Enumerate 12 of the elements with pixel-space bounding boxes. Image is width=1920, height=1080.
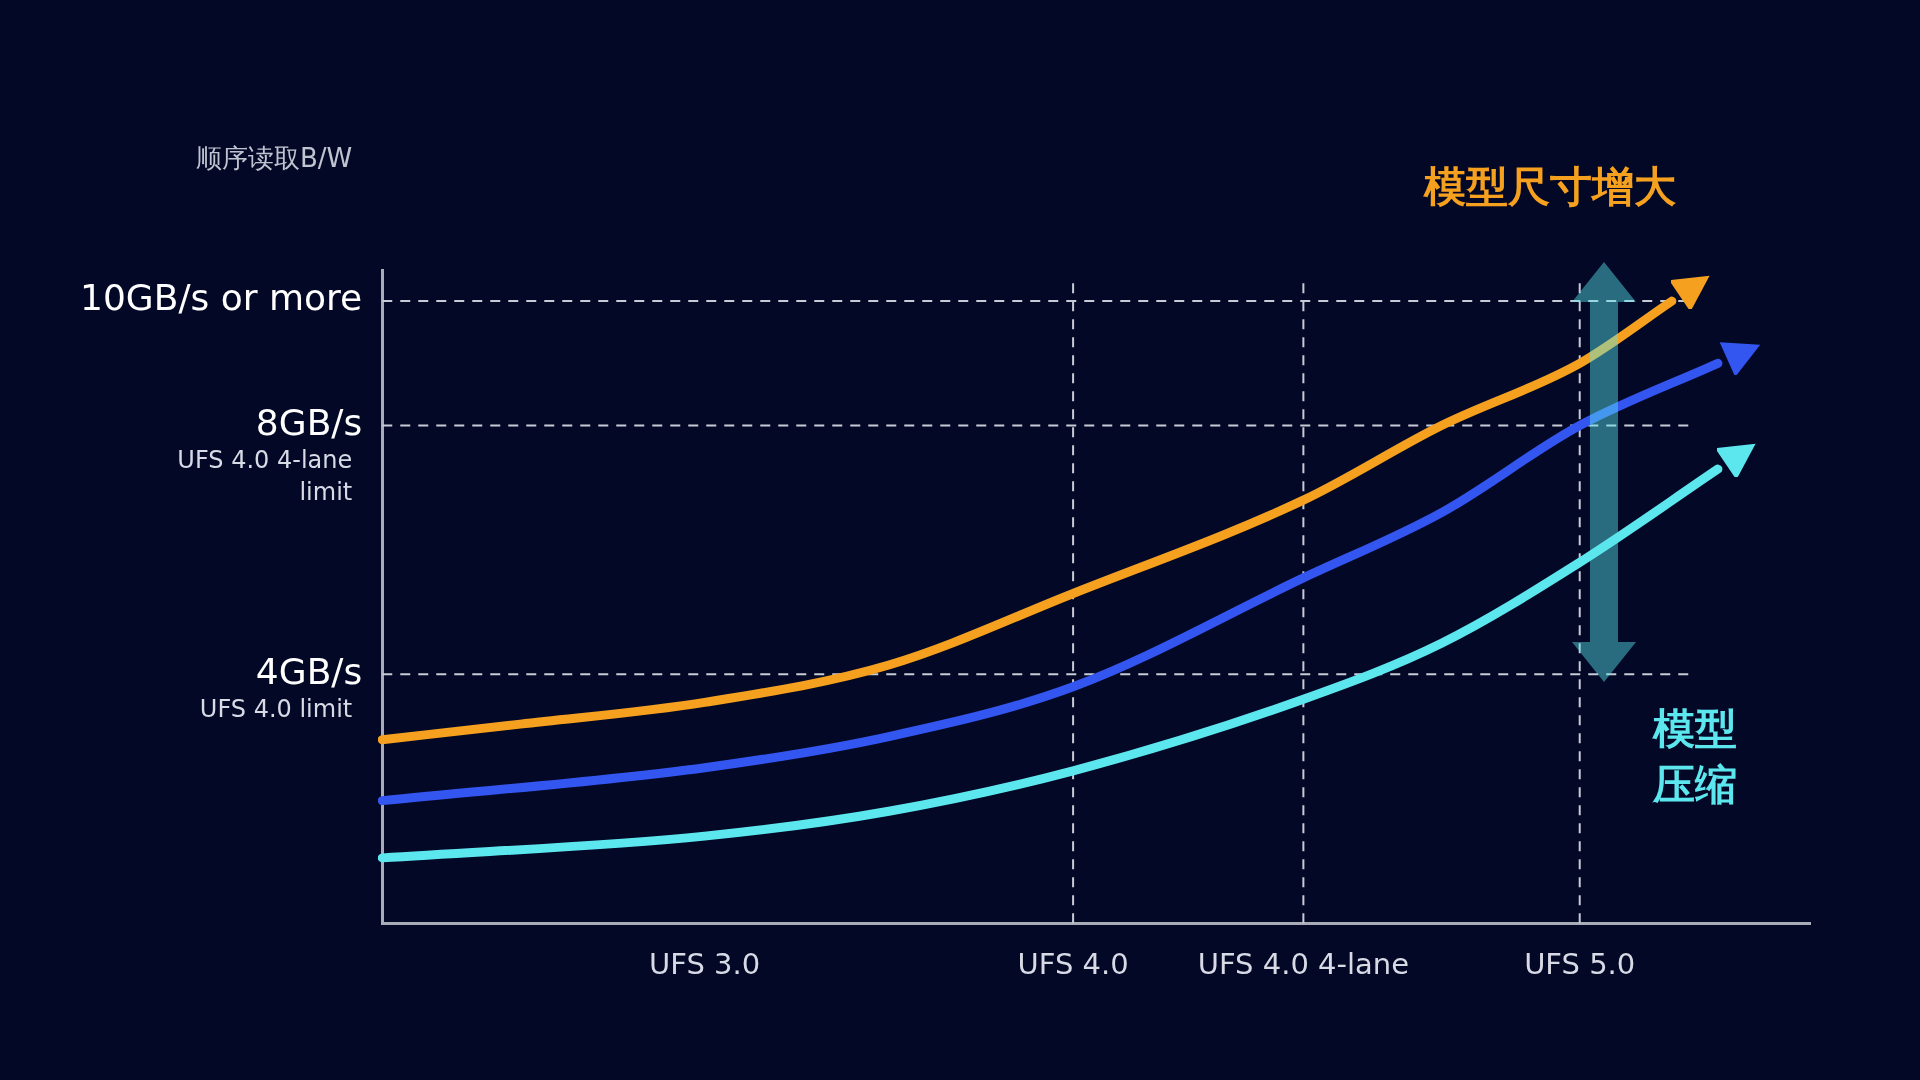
y-tick-label: 10GB/s or more <box>79 277 363 319</box>
x-tick-label: UFS 3.0 <box>649 947 761 982</box>
y-axis-title: 顺序读取B/W <box>195 142 353 173</box>
text: 模型尺寸增大 <box>1423 161 1676 211</box>
y-tick-label: 8GB/s <box>255 401 363 443</box>
ref-line-label: UFS 4.0 4-lane limit <box>177 445 353 506</box>
annotation: 模型压缩 <box>1652 703 1737 809</box>
y-tick-label: 4GB/s <box>255 650 363 692</box>
x-tick-label: UFS 5.0 <box>1524 947 1636 982</box>
x-tick-label: UFS 4.0 4-lane <box>1197 947 1410 982</box>
x-tick-label: UFS 4.0 <box>1017 947 1129 982</box>
ref-line-label: UFS 4.0 limit <box>199 694 353 723</box>
